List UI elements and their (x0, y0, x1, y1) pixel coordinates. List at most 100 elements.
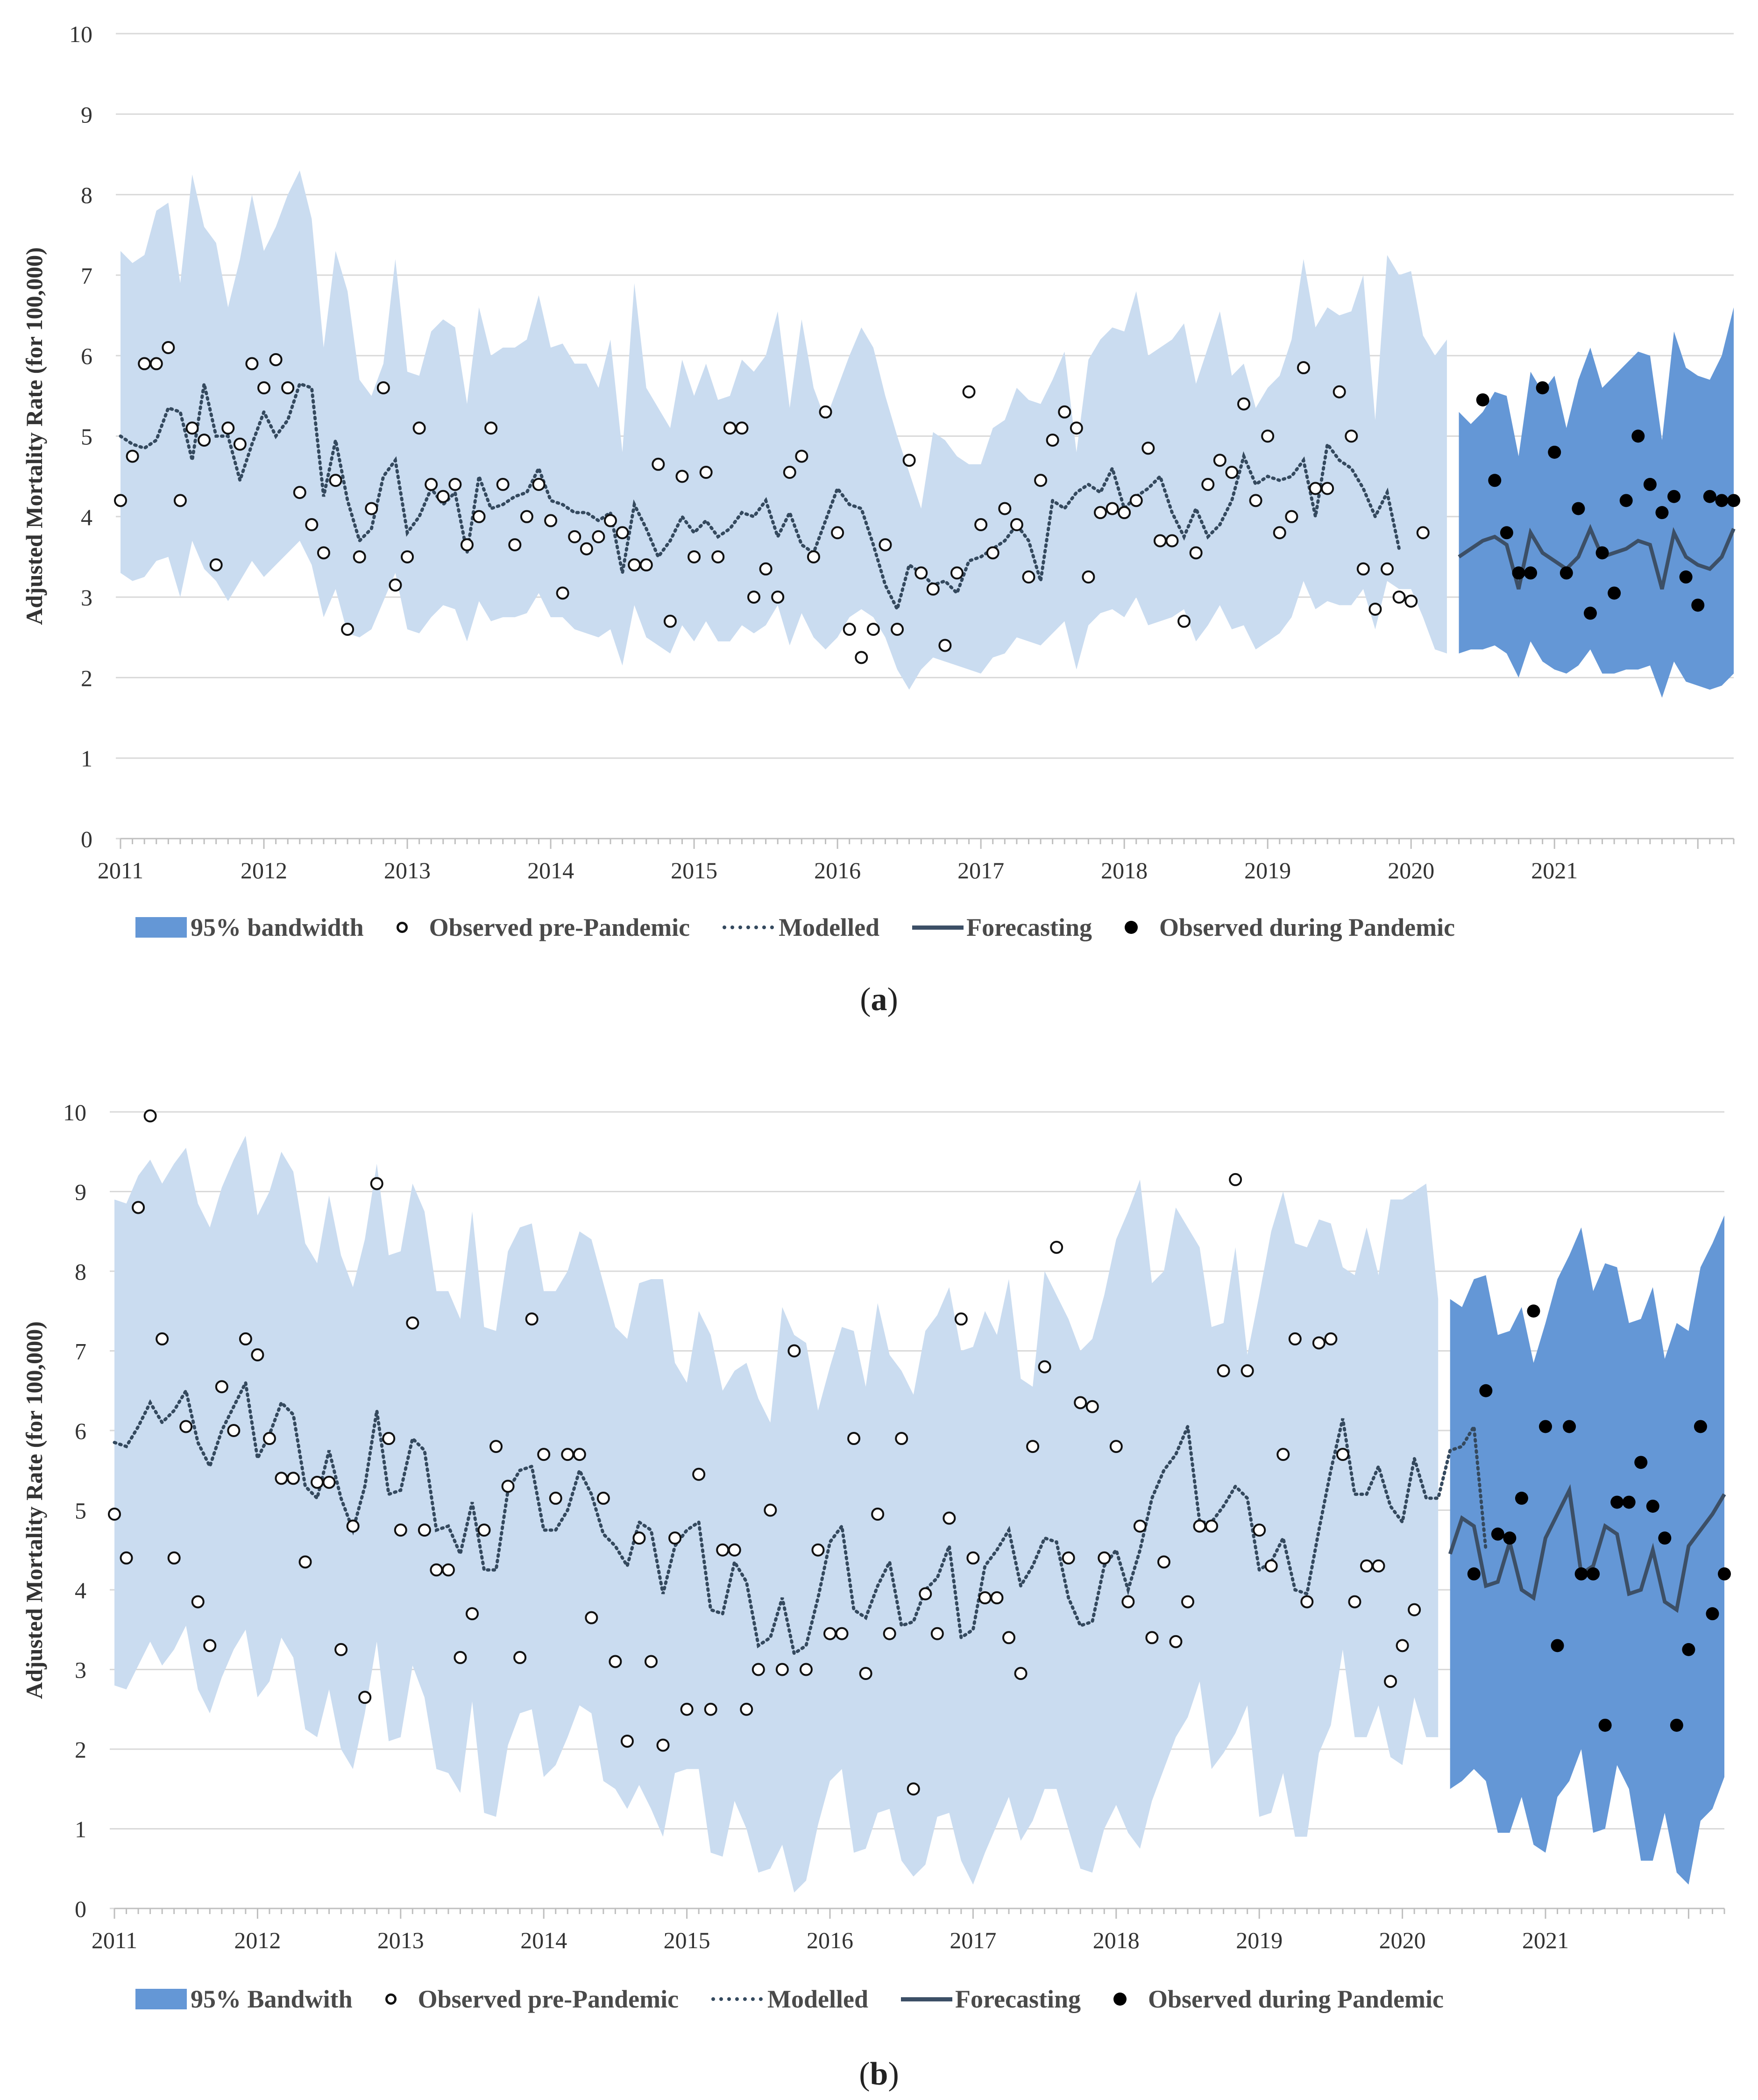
chart-b-observed-during-point (1574, 1567, 1588, 1580)
chart-a-observed-pre-point (1201, 477, 1215, 491)
chart-b-observed-during-point (1515, 1491, 1528, 1505)
chart-a-observed-pre-point (688, 550, 701, 563)
chart-b-observed-pre-point (811, 1543, 825, 1557)
chart-b-observed-pre-point (1169, 1635, 1183, 1648)
chart-b-observed-pre-point (1288, 1332, 1302, 1345)
legend-observed-pre-label-b: Observed pre-Pandemic (418, 1985, 679, 2013)
chart-b-observed-pre-point (298, 1555, 312, 1569)
chart-b-svg: 0 1 2 3 4 5 6 7 8 9 10 2011 2012 2013 2014 2015 2016 2017… (21, 1099, 1731, 1953)
open-circle-icon (396, 922, 408, 933)
chart-b-observed-pre-point (954, 1312, 968, 1326)
chart-a-observed-pre-point (771, 591, 785, 604)
chart-b-observed-pre-point (108, 1508, 121, 1521)
chart-a-observed-pre-point (520, 510, 533, 523)
chart-a-observed-during-point (1583, 606, 1597, 620)
legend-modelled-b: Modelled (711, 1985, 868, 2014)
chart-a-observed-pre-point (472, 510, 486, 523)
chart-a-x-tick-label: 2021 (1531, 857, 1578, 883)
chart-panel-b: 0 1 2 3 4 5 6 7 8 9 10 2011 2012 2013 2014 2015 2016 2017… (0, 1046, 1758, 2093)
solid-line-icon (912, 925, 964, 930)
chart-a-observed-during-point (1608, 586, 1621, 600)
chart-b-y-tick-label: 4 (75, 1577, 86, 1603)
chart-b-observed-pre-point (156, 1332, 169, 1345)
chart-b-observed-pre-point (132, 1201, 145, 1214)
chart-b-observed-pre-point (930, 1627, 944, 1640)
chart-a-observed-pre-point (436, 490, 450, 503)
chart-b-y-tick-label: 8 (75, 1259, 86, 1285)
chart-b-observed-pre-point (537, 1448, 551, 1461)
chart-b-observed-pre-point (919, 1587, 932, 1601)
chart-b-observed-pre-point (466, 1607, 479, 1621)
chart-a-observed-during-point (1512, 566, 1525, 580)
legend-observed-during-label-a: Observed during Pandemic (1159, 913, 1455, 941)
chart-b-observed-during-point (1491, 1527, 1504, 1541)
chart-a-observed-pre-point (329, 474, 342, 487)
chart-a-y-tick-label: 2 (81, 665, 92, 691)
chart-b-observed-pre-point (1002, 1631, 1015, 1644)
chart-b-observed-during-point (1682, 1643, 1695, 1656)
chart-b-observed-pre-point (1396, 1639, 1409, 1652)
chart-a-observed-pre-point (126, 449, 139, 463)
band-swatch-icon (135, 1989, 187, 2009)
chart-a-observed-during-point (1667, 490, 1681, 503)
chart-a-observed-pre-point (747, 591, 761, 604)
chart-a-observed-during-point (1560, 566, 1573, 580)
chart-b-observed-during-point (1610, 1495, 1624, 1509)
chart-a-x-tick-label: 2016 (814, 857, 861, 883)
chart-b-observed-during-point (1694, 1420, 1707, 1433)
chart-a-y-tick-label: 3 (81, 584, 92, 611)
chart-a-observed-pre-point (532, 477, 546, 491)
chart-b-observed-pre-point (596, 1491, 610, 1505)
chart-a-observed-pre-point (173, 494, 187, 507)
chart-b-observed-pre-point (561, 1448, 574, 1461)
chart-a-observed-pre-point (269, 353, 283, 366)
chart-a-observed-during-point (1655, 506, 1669, 520)
chart-a-x-tick-label: 2014 (527, 857, 574, 883)
band-swatch-icon (135, 917, 187, 938)
chart-b-observed-pre-point (1348, 1595, 1361, 1609)
chart-b-observed-pre-point (1324, 1332, 1338, 1345)
chart-a-y-tick-label: 6 (81, 343, 92, 369)
chart-a-observed-pre-point (257, 381, 271, 395)
chart-a-observed-pre-point (1165, 534, 1179, 548)
chart-a-observed-during-point (1536, 381, 1549, 395)
chart-b-observed-during-point (1587, 1567, 1600, 1580)
chart-b-observed-pre-point (430, 1563, 443, 1577)
chart-b-observed-during-point (1718, 1567, 1731, 1580)
chart-a-observed-pre-point (1309, 482, 1322, 495)
chart-b-observed-pre-point (1276, 1448, 1290, 1461)
chart-a-observed-pre-point (652, 457, 665, 471)
chart-a-observed-pre-point (1118, 506, 1131, 520)
chart-a-x-tick-label: 2013 (384, 857, 431, 883)
chart-a-x-tick-label: 2011 (98, 857, 143, 883)
chart-b-observed-pre-point (740, 1702, 753, 1716)
chart-b-observed-pre-point (191, 1595, 205, 1609)
chart-b-observed-pre-point (1229, 1173, 1242, 1186)
chart-b-observed-pre-point (179, 1420, 193, 1433)
chart-b-observed-pre-point (680, 1702, 694, 1716)
chart-a-observed-during-point (1715, 494, 1729, 507)
chart-b-observed-pre-point (1300, 1595, 1314, 1609)
chart-a-observed-pre-point (305, 518, 319, 532)
legend-modelled-label-a: Modelled (779, 913, 880, 941)
chart-b-observed-during-point (1634, 1456, 1648, 1469)
chart-b-observed-pre-point (859, 1667, 872, 1680)
chart-b-observed-pre-point (1384, 1675, 1397, 1688)
chart-a-observed-pre-point (843, 623, 856, 636)
chart-a-observed-pre-point (508, 538, 522, 552)
chart-b-observed-pre-point (239, 1332, 252, 1345)
chart-a-observed-during-point (1488, 474, 1502, 487)
chart-a-observed-pre-point (866, 623, 880, 636)
chart-b-observed-pre-point (1050, 1240, 1063, 1254)
chart-b-observed-pre-point (895, 1432, 908, 1445)
chart-a-y-axis-title: Adjusted Mortality Rate (for 100,000) (21, 247, 47, 625)
chart-a-observed-pre-point (1345, 429, 1358, 443)
legend-observed-during-label-b: Observed during Pandemic (1148, 1985, 1444, 2013)
chart-a-observed-pre-point (149, 357, 163, 370)
chart-a-observed-pre-point (389, 578, 402, 592)
chart-b-observed-pre-point (358, 1691, 372, 1704)
chart-a-observed-pre-point (293, 486, 306, 499)
chart-a-observed-pre-point (1392, 591, 1406, 604)
filled-circle-icon (1125, 921, 1138, 934)
chart-a-observed-pre-point (281, 381, 295, 395)
